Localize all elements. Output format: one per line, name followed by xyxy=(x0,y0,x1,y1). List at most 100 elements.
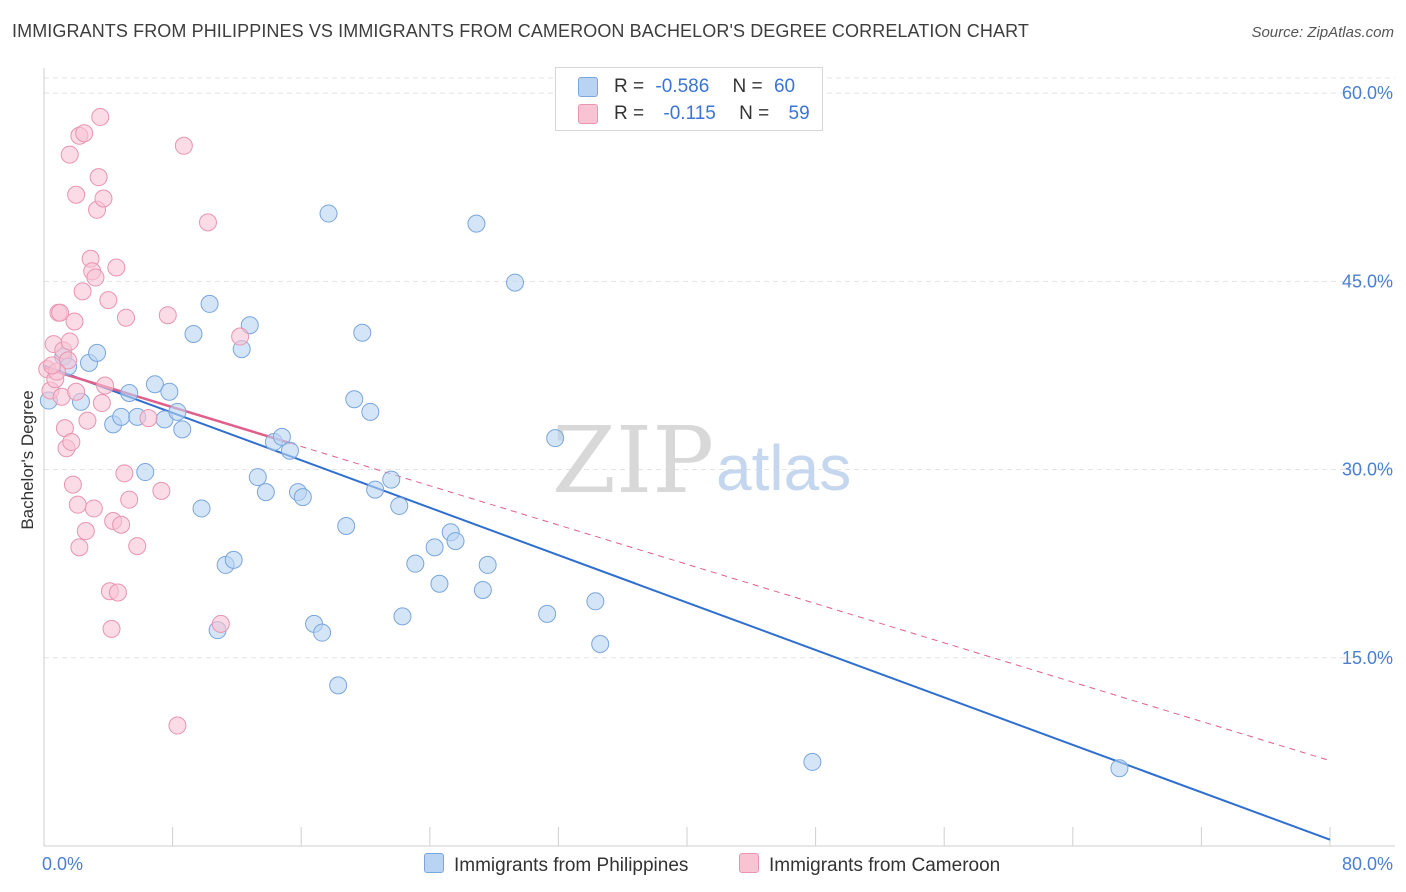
cameroon-point xyxy=(60,145,79,164)
cameroon-point xyxy=(211,614,230,633)
philippines-point xyxy=(446,532,465,551)
cameroon-point xyxy=(67,382,86,401)
series-legend-cameroon: Immigrants from Cameroon xyxy=(739,853,1000,877)
cameroon-point xyxy=(128,537,147,556)
philippines-point xyxy=(425,538,444,557)
philippines-point xyxy=(184,325,203,344)
philippines-point xyxy=(430,574,449,593)
series-label-cameroon: Immigrants from Cameroon xyxy=(769,855,1001,876)
cameroon-point xyxy=(94,189,113,208)
philippines-point xyxy=(136,463,155,482)
cameroon-point xyxy=(92,394,111,413)
cameroon-point xyxy=(60,332,79,351)
cameroon-point xyxy=(62,432,81,451)
philippines-point xyxy=(361,402,380,421)
philippines-point xyxy=(88,343,107,362)
philippines-point xyxy=(272,427,291,446)
philippines-point xyxy=(473,581,492,600)
legend-r-label: R = xyxy=(614,76,645,97)
legend-r-cameroon: -0.115 xyxy=(663,103,716,124)
cameroon-point xyxy=(231,327,250,346)
x-tick-label-min: 0.0% xyxy=(42,854,83,874)
cameroon-point xyxy=(59,351,78,370)
legend-r-philippines: -0.586 xyxy=(655,76,710,97)
cameroon-point xyxy=(84,499,103,518)
philippines-point xyxy=(160,382,179,401)
watermark-zip: ZIP xyxy=(552,407,714,514)
gridlines xyxy=(44,77,1395,659)
philippines-point xyxy=(112,407,131,426)
philippines-point xyxy=(200,294,219,313)
philippines-point xyxy=(1110,759,1129,778)
philippines-point xyxy=(345,390,364,409)
cameroon-point xyxy=(73,282,92,301)
trend-line-cameroon-extension xyxy=(289,442,1331,762)
cameroon-point xyxy=(65,312,84,331)
cameroon-point xyxy=(158,306,177,325)
cameroon-point xyxy=(99,291,118,310)
cameroon-point xyxy=(108,583,127,602)
x-tick-label-max: 80.0% xyxy=(1342,854,1393,874)
cameroon-point xyxy=(68,495,87,514)
source-label: Source: ZipAtlas.com xyxy=(1251,24,1394,41)
cameroon-point xyxy=(112,515,131,534)
philippines-point xyxy=(173,420,192,439)
cameroon-point xyxy=(168,716,187,735)
data-points xyxy=(38,107,1129,778)
cameroon-point xyxy=(63,475,82,494)
cameroon-point xyxy=(115,464,134,483)
series-swatch-philippines xyxy=(424,853,444,873)
philippines-point xyxy=(353,323,372,342)
cameroon-point xyxy=(86,268,105,287)
philippines-point xyxy=(319,204,338,223)
legend-r-label: R = xyxy=(614,103,645,124)
stats-legend: R = -0.586 N = 60 R = -0.115 N = 59 xyxy=(555,67,823,131)
cameroon-point xyxy=(91,107,110,126)
legend-n-label: N = xyxy=(739,103,770,124)
philippines-point xyxy=(329,676,348,695)
philippines-point xyxy=(192,499,211,518)
philippines-point xyxy=(538,604,557,623)
legend-swatch-philippines xyxy=(578,77,598,97)
series-label-philippines: Immigrants from Philippines xyxy=(454,855,689,876)
y-tick-label: 60.0% xyxy=(1342,83,1393,103)
philippines-point xyxy=(586,592,605,611)
philippines-point xyxy=(224,550,243,569)
philippines-point xyxy=(478,555,497,574)
philippines-point xyxy=(120,384,139,403)
legend-n-cameroon: 59 xyxy=(788,103,810,124)
watermark-atlas: atlas xyxy=(716,432,851,504)
philippines-point xyxy=(337,517,356,536)
philippines-point xyxy=(145,375,164,394)
legend-swatch-cameroon xyxy=(578,104,598,124)
cameroon-point xyxy=(96,376,115,395)
y-tick-labels: 15.0% 30.0% 45.0% 60.0% xyxy=(1342,83,1393,668)
cameroon-point xyxy=(51,303,70,322)
philippines-point xyxy=(591,634,610,653)
philippines-point xyxy=(313,623,332,642)
cameroon-point xyxy=(75,124,94,143)
cameroon-point xyxy=(120,490,139,509)
philippines-point xyxy=(505,273,524,292)
philippines-point xyxy=(293,488,312,507)
cameroon-point xyxy=(67,185,86,204)
legend-n-label: N = xyxy=(732,76,763,97)
philippines-point xyxy=(546,429,565,448)
philippines-point xyxy=(393,607,412,626)
cameroon-point xyxy=(102,619,121,638)
cameroon-point xyxy=(70,538,89,557)
philippines-point xyxy=(256,483,275,502)
philippines-point xyxy=(248,468,267,487)
cameroon-point xyxy=(139,409,158,428)
trend-line-cameroon xyxy=(43,366,291,445)
philippines-point xyxy=(366,480,385,499)
cameroon-point xyxy=(174,136,193,155)
legend-n-philippines: 60 xyxy=(773,76,796,97)
cameroon-point xyxy=(152,481,171,500)
cameroon-point xyxy=(43,356,62,375)
axes xyxy=(43,68,1395,847)
philippines-point xyxy=(280,441,299,460)
y-tick-label: 45.0% xyxy=(1342,271,1393,291)
philippines-point xyxy=(803,752,822,771)
series-legend-philippines: Immigrants from Philippines xyxy=(424,853,688,877)
